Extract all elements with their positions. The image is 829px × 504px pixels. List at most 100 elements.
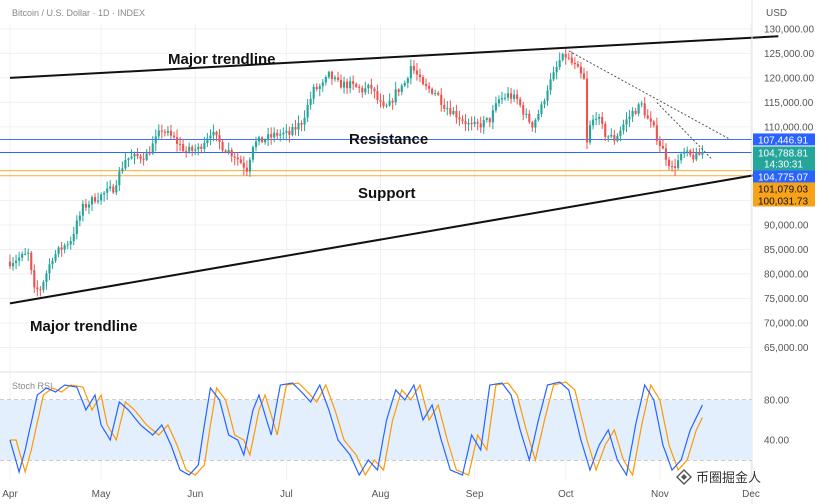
candle-body — [212, 131, 215, 136]
candle-body — [528, 113, 531, 123]
candle-body — [160, 130, 163, 132]
candle-body — [573, 62, 576, 65]
candle-body — [276, 132, 279, 136]
stoch-rsi-d-line — [10, 381, 703, 477]
candle-body — [664, 148, 668, 160]
candle-body — [652, 121, 655, 126]
candle-body — [564, 53, 567, 58]
candle-body — [148, 153, 151, 155]
candle-body — [686, 150, 689, 152]
candle-body — [154, 136, 157, 144]
time-tick-label: Jul — [280, 489, 293, 500]
candle-body — [540, 104, 543, 114]
candle-body — [127, 158, 130, 160]
candle-body — [582, 73, 586, 79]
candle-body — [440, 94, 443, 105]
candle-body — [677, 160, 680, 168]
candle-body — [522, 105, 525, 115]
candle-body — [60, 247, 63, 250]
price-tick-label: 80,000.00 — [764, 269, 809, 280]
candle-body — [33, 270, 36, 288]
lower-trendline-label: Major trendline — [30, 318, 138, 335]
candle-body — [103, 192, 106, 195]
candle-body — [376, 91, 379, 100]
candle-body — [336, 77, 340, 80]
candle-body — [443, 104, 446, 109]
candle-body — [300, 122, 303, 125]
candle-body — [464, 121, 467, 125]
candle-body — [379, 99, 382, 102]
candle-body — [391, 100, 394, 103]
candle-body — [352, 81, 355, 85]
candle-body — [479, 123, 482, 128]
candle-body — [8, 261, 12, 267]
candle-body — [315, 86, 318, 90]
candle-body — [130, 156, 133, 159]
candle-body — [452, 110, 455, 115]
candle-body — [51, 260, 54, 265]
candle-body — [467, 122, 470, 125]
resistance-label: Resistance — [349, 131, 428, 148]
candle-body — [230, 150, 233, 157]
candle-body — [139, 156, 142, 159]
time-axis[interactable]: Apr May Jun Jul Aug Sep Oct Nov Dec — [2, 489, 760, 500]
candle-body — [695, 152, 698, 160]
candle-body — [321, 82, 324, 87]
stoch-rsi-band — [0, 400, 752, 460]
candle-body — [75, 220, 78, 235]
candle-body — [11, 263, 15, 267]
time-tick-label: Sep — [466, 489, 484, 500]
candle-body — [121, 168, 124, 172]
candle-body — [446, 108, 449, 110]
candle-body — [619, 130, 622, 136]
candle-body — [175, 137, 179, 144]
candle-body — [233, 156, 236, 158]
currency-label: USD — [766, 8, 787, 19]
chart-title: Bitcoin / U.S. Dollar · 1D · INDEX — [12, 8, 145, 18]
candle-body — [333, 77, 337, 80]
candle-body — [525, 113, 528, 115]
time-tick-label: Aug — [372, 489, 390, 500]
candle-body — [78, 215, 81, 221]
candle-body — [279, 134, 282, 136]
candle-body — [194, 149, 197, 151]
candle-body — [394, 89, 397, 103]
level-tag — [753, 170, 815, 183]
candle-body — [403, 82, 406, 86]
candle-body — [689, 150, 692, 155]
candle-body — [470, 122, 473, 125]
candle-body — [458, 117, 461, 120]
candle-body — [166, 130, 169, 133]
candle-body — [327, 71, 330, 78]
candle-body — [358, 86, 361, 88]
candle-body — [473, 121, 476, 125]
candle-body — [215, 131, 218, 136]
candle-body — [485, 118, 488, 121]
candle-body — [115, 185, 118, 193]
candle-body — [39, 289, 42, 291]
candle-body — [604, 123, 607, 137]
candle-body — [63, 245, 66, 250]
candle-body — [674, 166, 677, 168]
rsi-axis: 80.00 40.00 — [764, 396, 789, 447]
candle-body — [172, 135, 176, 138]
price-tick-label: 120,000.00 — [764, 73, 814, 84]
candlestick-series — [8, 47, 704, 297]
candle-body — [57, 247, 60, 254]
level-tag-label: 100,031.73 — [758, 196, 808, 207]
candle-body — [637, 104, 640, 114]
candle-body — [136, 153, 139, 157]
candle-body — [361, 87, 364, 93]
stoch-rsi-label: Stoch RSI — [12, 381, 53, 391]
candle-body — [683, 151, 686, 154]
candle-body — [342, 81, 346, 88]
candle-body — [267, 134, 270, 140]
candle-body — [270, 134, 273, 138]
time-tick-label: Apr — [2, 489, 18, 500]
candle-body — [655, 125, 658, 141]
candle-body — [106, 188, 109, 193]
candle-body — [585, 78, 589, 143]
candle-body — [133, 153, 136, 157]
candle-body — [84, 203, 87, 208]
